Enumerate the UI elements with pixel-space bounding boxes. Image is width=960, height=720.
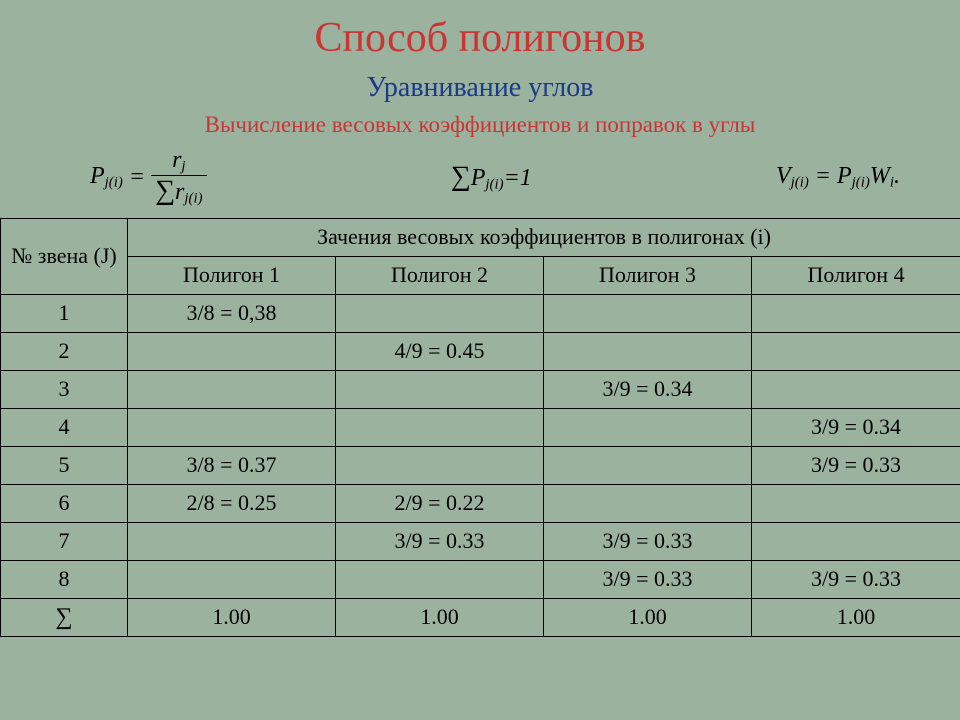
f1-P-sub: j(i) [105, 175, 123, 191]
table-cell: 3/9 = 0.33 [544, 560, 752, 598]
sum-cell: 1.00 [128, 598, 336, 636]
row-index-cell: 3 [1, 370, 128, 408]
f1-num-r: r [172, 147, 181, 173]
table-row: 53/8 = 0.37 3/9 = 0.33 [1, 446, 960, 484]
f2-rhs: =1 [504, 165, 532, 191]
formula-1: Pj(i) = rj ∑rj(i) [90, 148, 207, 208]
f3-Vsub: j(i) [791, 175, 809, 191]
table-row: 62/8 = 0.252/9 = 0.22 [1, 484, 960, 522]
page-subtitle: Уравнивание углов [0, 62, 960, 104]
coefficients-table: № звена (J) Зачения весовых коэффициенто… [0, 218, 960, 637]
sum-cell: 1.00 [336, 598, 544, 636]
header-polygon-2: Полигон 2 [336, 256, 544, 294]
table-cell: 3/9 = 0.33 [544, 522, 752, 560]
formula-2: ∑Pj(i)=1 [451, 161, 532, 194]
row-index-cell: 6 [1, 484, 128, 522]
table-cell: 4/9 = 0.45 [336, 332, 544, 370]
table-cell: 3/9 = 0.33 [752, 446, 960, 484]
row-index-cell: 5 [1, 446, 128, 484]
row-index-cell: 1 [1, 294, 128, 332]
formula-row: Pj(i) = rj ∑rj(i) ∑Pj(i)=1 Vj(i) = Pj(i)… [0, 144, 960, 218]
table-cell [336, 446, 544, 484]
table-cell [752, 294, 960, 332]
table-cell [544, 408, 752, 446]
table-cell [336, 294, 544, 332]
table-cell: 3/9 = 0.34 [752, 408, 960, 446]
f3-P: P [837, 163, 852, 189]
page-subtitle2: Вычисление весовых коэффициентов и попра… [0, 104, 960, 144]
table-cell: 3/9 = 0.34 [544, 370, 752, 408]
table-row: 13/8 = 0,38 [1, 294, 960, 332]
f2-sub: j(i) [485, 177, 503, 193]
table-cell [544, 484, 752, 522]
f3-V: V [776, 163, 791, 189]
table-cell [544, 446, 752, 484]
header-polygon-4: Полигон 4 [752, 256, 960, 294]
formula-3: Vj(i) = Pj(i)Wi. [776, 163, 900, 192]
table-cell: 3/8 = 0.37 [128, 446, 336, 484]
table-cell [336, 370, 544, 408]
table-cell [128, 370, 336, 408]
f1-fraction: rj ∑rj(i) [151, 148, 207, 208]
page-title: Способ полигонов [0, 0, 960, 62]
table-row: 2 4/9 = 0.45 [1, 332, 960, 370]
table-cell [752, 332, 960, 370]
f1-den-r: r [175, 179, 184, 205]
table-row: 4 3/9 = 0.34 [1, 408, 960, 446]
f3-dot: . [894, 163, 900, 189]
table-row: 7 3/9 = 0.333/9 = 0.33 [1, 522, 960, 560]
table-cell: 3/9 = 0.33 [752, 560, 960, 598]
header-polygon-3: Полигон 3 [544, 256, 752, 294]
f1-den-sub: j(i) [184, 191, 202, 207]
table-header-row-2: Полигон 1 Полигон 2 Полигон 3 Полигон 4 [1, 256, 960, 294]
table-cell: 3/8 = 0,38 [128, 294, 336, 332]
table-cell [752, 522, 960, 560]
table-header-row-1: № звена (J) Зачения весовых коэффициенто… [1, 218, 960, 256]
table-cell [128, 560, 336, 598]
table-cell [128, 522, 336, 560]
sum-cell: 1.00 [752, 598, 960, 636]
row-index-cell: 8 [1, 560, 128, 598]
header-span: Зачения весовых коэффициентов в полигона… [128, 218, 960, 256]
table-cell [128, 408, 336, 446]
f1-eq: = [129, 164, 145, 191]
row-index-cell: 7 [1, 522, 128, 560]
f2-P: P [471, 165, 486, 191]
table-cell [336, 408, 544, 446]
table-row: 8 3/9 = 0.333/9 = 0.33 [1, 560, 960, 598]
f1-den-sigma: ∑ [155, 175, 175, 206]
table-cell [544, 332, 752, 370]
f3-Psub: j(i) [852, 175, 870, 191]
f2-sigma: ∑ [451, 161, 471, 192]
f1-P: P [90, 163, 105, 189]
table-cell [544, 294, 752, 332]
table-row: 3 3/9 = 0.34 [1, 370, 960, 408]
table-sum-row: ∑ 1.00 1.00 1.00 1.00 [1, 598, 960, 636]
row-index-cell: 4 [1, 408, 128, 446]
table-cell [336, 560, 544, 598]
table-cell [752, 484, 960, 522]
f3-W: W [870, 163, 890, 189]
table-cell: 2/9 = 0.22 [336, 484, 544, 522]
f1-num-sub: j [181, 159, 185, 175]
sum-label: ∑ [1, 598, 128, 636]
f3-eq: = [809, 163, 837, 189]
table-cell: 3/9 = 0.33 [336, 522, 544, 560]
table-cell [128, 332, 336, 370]
row-index-cell: 2 [1, 332, 128, 370]
table-cell [752, 370, 960, 408]
header-polygon-1: Полигон 1 [128, 256, 336, 294]
sum-cell: 1.00 [544, 598, 752, 636]
header-col-j: № звена (J) [1, 218, 128, 294]
table-cell: 2/8 = 0.25 [128, 484, 336, 522]
